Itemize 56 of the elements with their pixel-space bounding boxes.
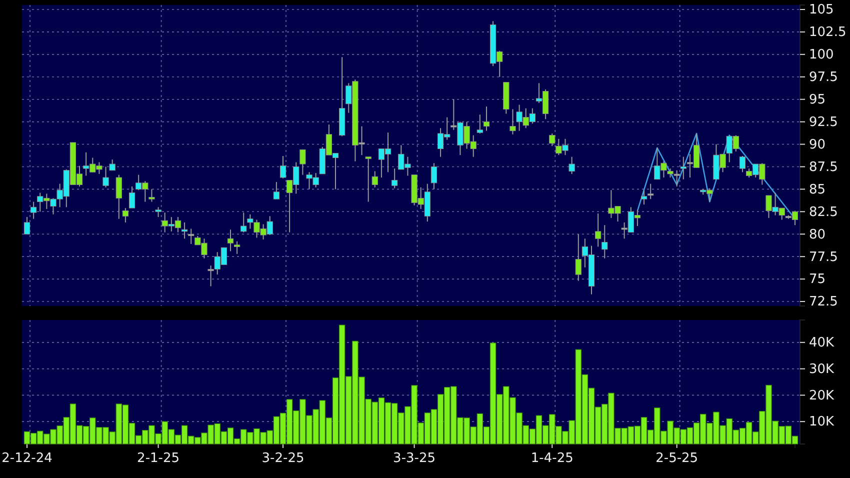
candlestick xyxy=(680,156,686,180)
candlestick xyxy=(280,155,286,179)
candlestick xyxy=(549,132,556,147)
candlestick xyxy=(372,170,378,188)
candlestick xyxy=(122,208,129,223)
y-tick-label: 97.5 xyxy=(809,70,838,86)
candlestick xyxy=(392,168,398,189)
candlestick xyxy=(476,114,483,134)
candlestick xyxy=(227,229,234,252)
y-tick-label: 87.5 xyxy=(809,160,838,175)
candlestick xyxy=(648,183,654,200)
candlestick xyxy=(575,234,582,282)
y-tick-label: 80 xyxy=(809,227,826,242)
candlestick xyxy=(739,155,746,173)
y-tick-label: 105 xyxy=(809,2,834,18)
candlestick xyxy=(595,212,602,248)
candlestick xyxy=(188,228,194,245)
candlestick xyxy=(240,212,247,233)
y-tick-label: 90 xyxy=(809,137,826,152)
candlestick xyxy=(30,201,37,220)
y-tick-label: 100 xyxy=(809,48,834,63)
x-tick-label: 2-5-25 xyxy=(656,451,698,466)
y-tick-label: 75 xyxy=(809,272,826,288)
candlestick xyxy=(640,190,648,205)
y-tick-label: 30K xyxy=(809,362,835,377)
x-tick-label: 2-1-25 xyxy=(137,451,180,466)
x-tick-label: 2-12-24 xyxy=(2,451,52,466)
y-tick-label: 85 xyxy=(809,182,826,198)
y-tick-label: 95 xyxy=(809,92,826,108)
candlestick xyxy=(24,216,30,235)
candlestick xyxy=(568,156,575,174)
y-tick-label: 72.5 xyxy=(809,294,838,310)
y-tick-label: 102.5 xyxy=(809,25,846,40)
x-tick-label: 3-3-25 xyxy=(393,451,436,466)
x-tick-label: 1-4-25 xyxy=(530,451,574,466)
y-tick-label: 40K xyxy=(809,336,835,351)
candlestick xyxy=(365,156,372,202)
candlestick xyxy=(102,166,109,188)
candlestick xyxy=(430,162,438,190)
candlestick xyxy=(116,174,122,220)
y-tick-label: 92.5 xyxy=(809,114,838,130)
y-tick-label: 77.5 xyxy=(809,250,838,265)
y-tick-label: 82.5 xyxy=(809,204,838,220)
candlestick xyxy=(510,108,516,135)
candlestick xyxy=(273,182,280,200)
candlestick xyxy=(300,149,306,176)
candlestick xyxy=(602,224,608,259)
candlestick xyxy=(109,159,116,171)
y-tick-label: 10K xyxy=(809,414,835,430)
candlestick xyxy=(148,188,155,202)
candlestick xyxy=(128,186,136,209)
candlestick xyxy=(155,206,162,218)
x-tick-label: 3-2-25 xyxy=(262,451,304,466)
candlestick xyxy=(234,240,240,254)
candlestick xyxy=(483,106,490,132)
y-tick-label: 20K xyxy=(809,388,835,404)
